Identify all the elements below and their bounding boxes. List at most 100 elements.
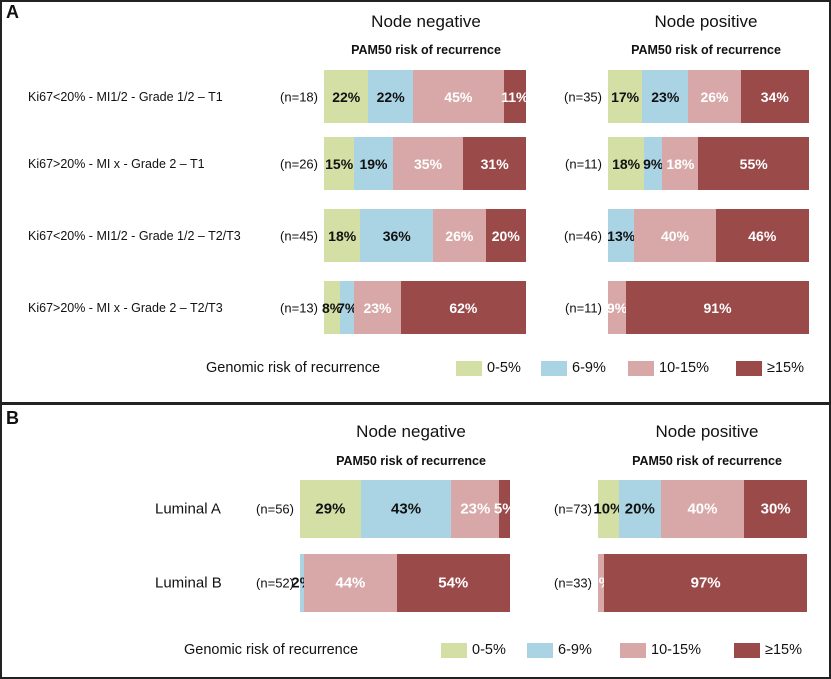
panel-a-node-positive-bar: 9% 91% bbox=[606, 281, 809, 334]
panel-a-node-positive-bar: 17% 23% 26% 34% bbox=[608, 70, 809, 123]
panel-a-node-positive-bar-segment--15-: 46% bbox=[715, 209, 809, 262]
panel-b-node-negative-bar-value-label: 44% bbox=[335, 574, 366, 592]
panel-a-node-negative-bar-value-label: 62% bbox=[449, 299, 478, 316]
panel-b-legend-swatch bbox=[620, 642, 646, 658]
panel-a-node-positive-bar-value-label: 46% bbox=[748, 227, 777, 244]
panel-a-node-positive-bar-value-label: 40% bbox=[660, 227, 689, 244]
panel-a-node-negative-bar-segment-0-5-: 8% bbox=[322, 281, 342, 334]
panel-a-node-negative-bar-segment-10-15-: 26% bbox=[433, 209, 486, 262]
panel-a-node-negative-bar-value-label: 23% bbox=[363, 299, 392, 316]
panel-a-row-label: Ki67>20% - MI x - Grade 2 – T1 bbox=[28, 156, 205, 171]
panel-b-node-positive-bar-segment-10-15-: 40% bbox=[660, 480, 745, 538]
panel-a-node-positive-pam50-title: PAM50 risk of recurrence bbox=[631, 43, 781, 57]
panel-a-node-negative-bar-value-label: 35% bbox=[414, 155, 443, 172]
panel-b-node-negative-bar-segment-6-9-: 43% bbox=[360, 480, 452, 538]
panel-a-node-negative-bar-segment-6-9-: 36% bbox=[360, 209, 434, 262]
panel-a-node-positive-bar-value-label: 23% bbox=[651, 88, 680, 105]
panel-a-node-negative-bar-value-label: 26% bbox=[445, 227, 474, 244]
panel-a-legend-swatch bbox=[541, 360, 567, 376]
panel-a-node-positive-bar-segment-10-15-: 18% bbox=[662, 137, 699, 190]
panel-b-node-negative-bar-segment--15-: 54% bbox=[396, 554, 510, 612]
panel-b-row-label: Luminal A bbox=[155, 500, 221, 518]
panel-a-node-positive-bar-segment-6-9-: 23% bbox=[642, 70, 689, 123]
panel-a-node-negative-bar-segment-10-15-: 45% bbox=[412, 70, 504, 123]
panel-a-node-positive-bar-segment-10-15-: 40% bbox=[634, 209, 716, 262]
panel-b-node-positive-bar-value-label: 30% bbox=[760, 500, 791, 518]
panel-b-legend-item: 10-15% bbox=[620, 642, 701, 658]
panel-a-legend-title: Genomic risk of recurrence bbox=[206, 360, 381, 376]
panel-a-node-negative-bar: 18% 36% 26% 20% bbox=[324, 209, 526, 262]
panel-a-node-negative-bar-value-label: 19% bbox=[359, 155, 388, 172]
panel-b-node-negative-bar-value-label: 43% bbox=[391, 500, 422, 518]
panel-a-node-positive-bar-value-label: 91% bbox=[703, 299, 732, 316]
panel-a-node-positive-bar-segment--15-: 91% bbox=[626, 281, 809, 334]
panel-a-node-negative-bar-segment-6-9-: 19% bbox=[354, 137, 393, 190]
panel-a-node-negative-bar-segment-10-15-: 23% bbox=[354, 281, 401, 334]
panel-a-node-positive-bar-segment-6-9-: 13% bbox=[607, 209, 636, 262]
panel-b-node-positive-pam50-title: PAM50 risk of recurrence bbox=[632, 454, 782, 468]
panel-a-node-positive-bar-value-label: 13% bbox=[607, 227, 636, 244]
panel-a-legend-label: 10-15% bbox=[659, 360, 709, 376]
panel-a-row-label: Ki67<20% - MI1/2 - Grade 1/2 – T1 bbox=[28, 89, 223, 104]
panel-a-node-positive-n-label: (n=11) bbox=[565, 300, 602, 315]
panel-a-node-negative-bar-value-label: 36% bbox=[382, 227, 411, 244]
panel-a-node-positive-bar-value-label: 18% bbox=[612, 155, 641, 172]
panel-a-node-negative-bar-segment-6-9-: 7% bbox=[337, 281, 357, 334]
panel-a-node-positive-bar-segment-10-15-: 9% bbox=[606, 281, 628, 334]
panel-a-node-positive-bar-value-label: 18% bbox=[666, 155, 695, 172]
panel-a-legend-swatch bbox=[736, 360, 762, 376]
panel-b-node-negative-bar-value-label: 5% bbox=[493, 500, 516, 518]
panel-a-node-negative-bar-segment--15-: 20% bbox=[485, 209, 526, 262]
panel-b-legend-title: Genomic risk of recurrence bbox=[184, 642, 359, 658]
panel-b-node-negative-n-label: (n=52) bbox=[256, 575, 294, 591]
panel-b-node-negative-bar-segment-10-15-: 23% bbox=[451, 480, 500, 538]
panel-a-node-positive-bar-value-label: 9% bbox=[606, 299, 628, 316]
panel-a-node-negative-bar-value-label: 22% bbox=[376, 88, 405, 105]
panel-a-node-negative-bar-value-label: 18% bbox=[328, 227, 357, 244]
panel-a-node-positive-bar-value-label: 55% bbox=[739, 155, 768, 172]
panel-b-node-negative-bar-value-label: 23% bbox=[460, 500, 491, 518]
panel-b-legend-label: 10-15% bbox=[651, 642, 701, 658]
panel-a-node-positive-bar-value-label: 26% bbox=[700, 88, 729, 105]
panel-a-node-positive-bar-segment-0-5-: 18% bbox=[608, 137, 645, 190]
panel-a-node-negative-bar: 8% 7% 23% 62% bbox=[322, 281, 526, 334]
panel-b-node-negative-n-label: (n=56) bbox=[256, 501, 294, 517]
panel-a-node-positive-bar-segment-6-9-: 9% bbox=[643, 137, 663, 190]
panel-b-node-negative-pam50-title: PAM50 risk of recurrence bbox=[336, 454, 486, 468]
panel-a-legend-swatch bbox=[456, 360, 482, 376]
panel-b-node-negative-bar-value-label: 54% bbox=[438, 574, 469, 592]
panel-a-node-positive-n-label: (n=46) bbox=[564, 228, 602, 243]
panel-a-node-negative-bar-value-label: 20% bbox=[491, 227, 520, 244]
panel-a-node-negative-bar: 22% 22% 45% 11% bbox=[324, 70, 529, 123]
panel-b bbox=[0, 403, 831, 679]
panel-b-legend-swatch bbox=[441, 642, 467, 658]
panel-b-node-positive-bar-segment--15-: 30% bbox=[744, 480, 807, 538]
panel-a-node-negative-bar-segment-0-5-: 18% bbox=[324, 209, 361, 262]
panel-a-node-negative-bar-segment--15-: 62% bbox=[400, 281, 526, 334]
panel-a-legend-item: 10-15% bbox=[628, 360, 709, 376]
panel-a-node-negative-n-label: (n=18) bbox=[280, 89, 318, 104]
panel-a-node-negative-bar-segment-0-5-: 22% bbox=[324, 70, 369, 123]
panel-a-legend-item: 0-5% bbox=[456, 360, 521, 376]
panel-b-legend-item: 6-9% bbox=[527, 642, 592, 658]
panel-a-node-positive-bar: 13% 40% 46% bbox=[607, 209, 809, 262]
panel-b-node-positive-bar-segment--15-: 97% bbox=[604, 554, 807, 612]
panel-b-row-label: Luminal B bbox=[155, 574, 222, 592]
panel-a-legend-item: 6-9% bbox=[541, 360, 606, 376]
panel-a-node-negative-bar-value-label: 15% bbox=[325, 155, 354, 172]
panel-b-legend-item: ≥15% bbox=[734, 642, 802, 658]
panel-b-node-negative-bar: 29% 43% 23% 5% bbox=[300, 480, 516, 538]
panel-b-node-negative-title: Node negative bbox=[356, 422, 466, 441]
panel-a-node-negative-bar-value-label: 11% bbox=[501, 88, 529, 105]
panel-b-node-positive-bar-segment-0-5-: 10% bbox=[593, 480, 623, 538]
panel-b-node-positive-bar-value-label: 40% bbox=[687, 500, 718, 518]
panel-a-node-positive-bar-segment-10-15-: 26% bbox=[688, 70, 741, 123]
panel-a-node-negative-n-label: (n=45) bbox=[280, 228, 318, 243]
panel-a-node-positive-n-label: (n=11) bbox=[565, 156, 602, 171]
panel-b-legend-label: 6-9% bbox=[558, 642, 592, 658]
panel-b-node-negative-bar: 2% 44% 54% bbox=[291, 554, 510, 612]
panel-b-node-positive-bar-value-label: 20% bbox=[624, 500, 655, 518]
panel-b-node-negative-bar-segment--15-: 5% bbox=[494, 480, 516, 538]
panel-a-node-negative-bar-value-label: 45% bbox=[444, 88, 473, 105]
panel-a-letter: A bbox=[6, 2, 19, 22]
